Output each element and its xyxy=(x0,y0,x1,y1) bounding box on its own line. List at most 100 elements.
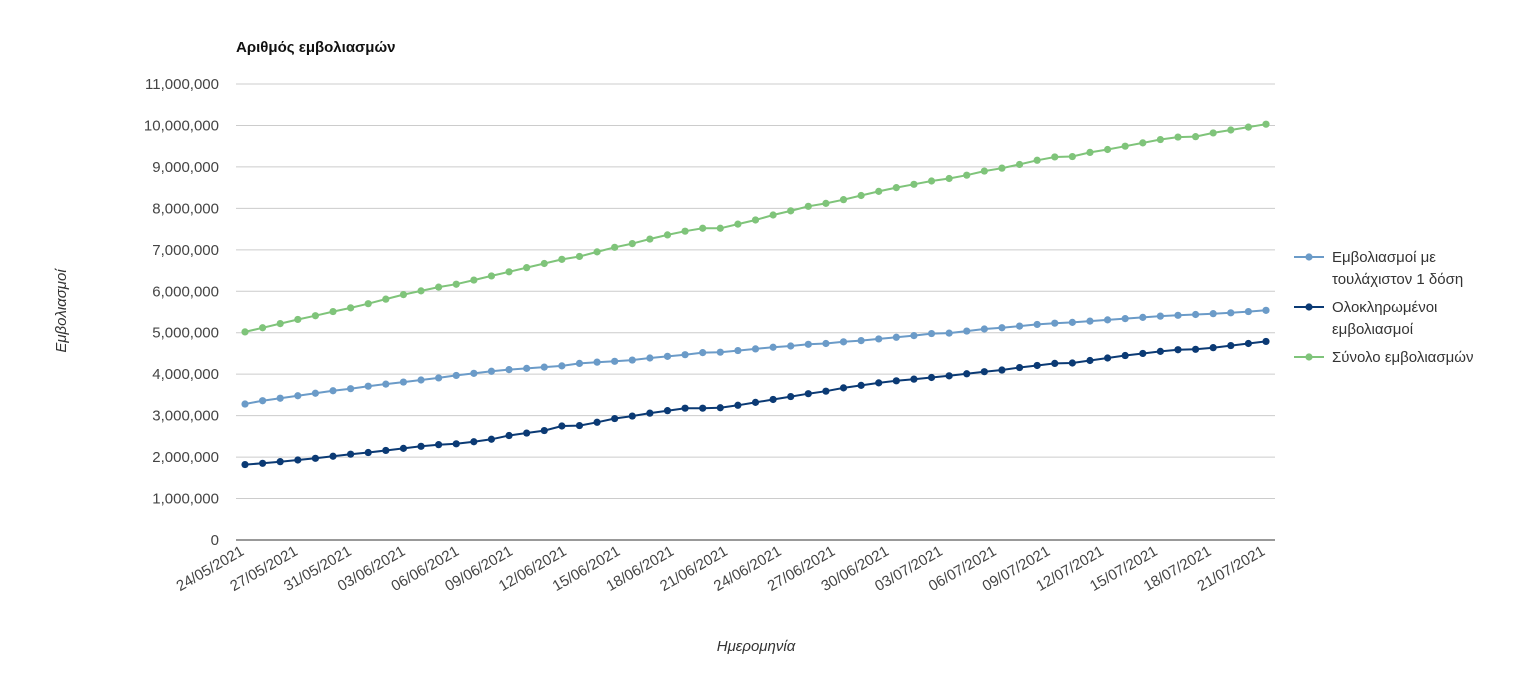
data-point xyxy=(646,235,654,243)
data-point xyxy=(628,240,636,248)
data-point xyxy=(329,387,337,395)
data-point xyxy=(1209,129,1217,137)
data-point xyxy=(1051,359,1059,368)
data-point xyxy=(716,348,724,356)
data-point xyxy=(646,409,654,417)
data-point xyxy=(1139,139,1147,147)
data-point xyxy=(1086,148,1094,156)
data-point xyxy=(857,381,865,389)
y-axis-label: Εμβολιασμοί xyxy=(53,268,70,353)
data-point xyxy=(452,371,460,380)
data-point xyxy=(646,354,654,362)
data-point xyxy=(505,366,513,374)
data-point xyxy=(1015,363,1024,372)
data-point xyxy=(1068,318,1076,326)
data-point xyxy=(487,272,496,280)
data-point xyxy=(417,376,425,384)
data-point xyxy=(1033,156,1041,164)
data-point xyxy=(945,174,953,183)
data-point xyxy=(276,458,284,466)
data-point xyxy=(1209,344,1217,352)
data-point xyxy=(681,227,689,235)
data-point xyxy=(1015,322,1024,330)
data-point xyxy=(1156,312,1164,320)
data-point xyxy=(311,454,320,462)
data-point xyxy=(435,283,443,291)
data-point xyxy=(628,412,636,420)
data-point xyxy=(399,378,408,386)
data-point xyxy=(575,421,584,430)
legend-label: τουλάχιστον 1 δόση xyxy=(1332,271,1463,288)
data-point xyxy=(1086,317,1094,325)
data-point xyxy=(611,414,619,423)
data-point xyxy=(998,164,1006,172)
data-point xyxy=(963,171,971,179)
data-point xyxy=(1244,307,1252,316)
series-1 xyxy=(241,306,1270,408)
data-point xyxy=(487,435,496,443)
data-point xyxy=(241,400,249,408)
data-point xyxy=(452,440,460,448)
data-point xyxy=(505,431,513,440)
data-point xyxy=(593,418,601,426)
data-point xyxy=(558,255,566,263)
data-point xyxy=(311,389,320,397)
y-tick-label: 7,000,000 xyxy=(152,242,219,259)
legend-label: εμβολιασμοί xyxy=(1332,321,1414,338)
data-point xyxy=(1068,359,1076,367)
data-point xyxy=(1121,315,1129,323)
data-point xyxy=(1191,345,1200,353)
data-point xyxy=(1015,160,1024,169)
data-point xyxy=(294,392,302,400)
data-point xyxy=(1051,319,1059,327)
data-point xyxy=(1227,309,1235,317)
data-point xyxy=(804,340,812,348)
data-point xyxy=(681,351,689,359)
data-point xyxy=(663,231,672,239)
y-axis-ticks: 0 1,000,000 2,000,000 3,000,000 4,000,000 5,0… xyxy=(144,76,219,549)
data-point xyxy=(1139,313,1147,321)
data-point xyxy=(470,276,478,284)
data-point xyxy=(364,300,372,308)
data-point xyxy=(751,398,760,406)
data-point xyxy=(364,448,372,457)
chart-title: Αριθμός εμβολιασμών xyxy=(236,39,396,56)
data-point xyxy=(822,387,830,395)
data-point xyxy=(1103,316,1112,324)
data-point xyxy=(663,407,672,415)
data-point xyxy=(470,369,478,377)
data-point xyxy=(699,224,707,232)
data-point xyxy=(294,315,302,324)
data-point xyxy=(945,329,953,337)
data-point xyxy=(998,366,1006,374)
data-point xyxy=(804,390,812,398)
data-point xyxy=(663,352,672,360)
data-point xyxy=(399,290,408,299)
data-point xyxy=(927,329,936,338)
data-point xyxy=(734,346,742,355)
data-point xyxy=(857,337,865,345)
data-point xyxy=(259,324,267,332)
data-point xyxy=(910,375,918,383)
y-tick-label: 11,000,000 xyxy=(145,76,219,93)
data-point xyxy=(1262,120,1270,128)
legend-item: Ολοκληρωμένοι εμβολιασμοί xyxy=(1294,299,1437,338)
data-point xyxy=(980,368,988,376)
data-point xyxy=(1086,356,1094,365)
legend-swatch-dot xyxy=(1305,353,1313,361)
data-point xyxy=(523,429,531,437)
data-point xyxy=(857,191,865,200)
legend-swatch-dot xyxy=(1305,303,1313,311)
data-point xyxy=(875,187,883,195)
data-point xyxy=(734,401,742,409)
data-point xyxy=(575,252,584,261)
data-point xyxy=(769,395,777,404)
data-point xyxy=(980,167,988,175)
data-point xyxy=(558,422,566,430)
data-point xyxy=(523,364,531,372)
data-point xyxy=(751,345,760,353)
y-tick-label: 0 xyxy=(211,532,219,549)
data-point xyxy=(1209,310,1217,318)
data-point xyxy=(1244,123,1252,131)
data-point xyxy=(382,446,390,455)
